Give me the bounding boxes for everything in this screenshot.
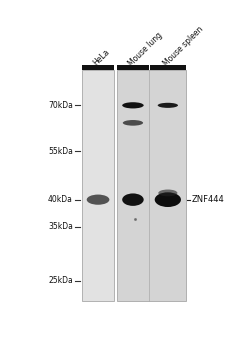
Text: 70kDa: 70kDa	[48, 101, 73, 110]
Ellipse shape	[158, 189, 177, 196]
Text: HeLa: HeLa	[92, 48, 112, 68]
Text: 25kDa: 25kDa	[48, 276, 73, 285]
Text: 55kDa: 55kDa	[48, 147, 73, 156]
Text: 40kDa: 40kDa	[48, 195, 73, 204]
Ellipse shape	[155, 192, 181, 207]
Text: 35kDa: 35kDa	[48, 222, 73, 231]
Bar	[82, 70, 114, 301]
Ellipse shape	[123, 120, 143, 126]
Bar	[117, 65, 149, 70]
Text: Mouse lung: Mouse lung	[127, 30, 164, 68]
Text: ZNF444: ZNF444	[192, 195, 225, 204]
Bar	[117, 70, 186, 301]
Ellipse shape	[122, 102, 144, 108]
Ellipse shape	[87, 195, 109, 205]
Ellipse shape	[158, 103, 178, 108]
Text: Mouse spleen: Mouse spleen	[161, 24, 205, 68]
Bar	[82, 65, 114, 70]
Bar	[150, 65, 186, 70]
Ellipse shape	[122, 194, 144, 206]
